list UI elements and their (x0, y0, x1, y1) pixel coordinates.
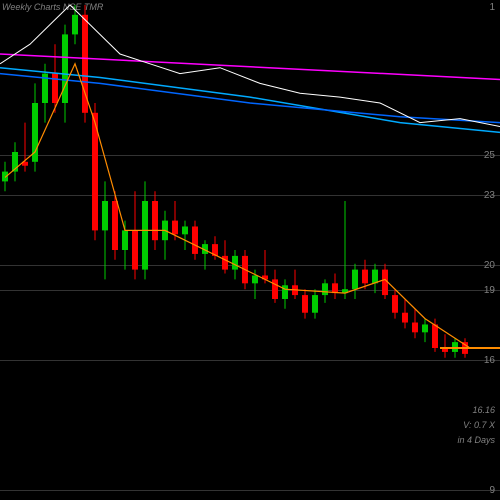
info-period: in 4 Days (457, 435, 495, 445)
info-price: 16.16 (472, 405, 495, 415)
info-volume: V: 0.7 X (463, 420, 495, 430)
candlestick-chart[interactable]: Weekly Charts NSE TMR 1 25232019169 16.1… (0, 0, 500, 500)
chart-canvas (0, 0, 500, 500)
